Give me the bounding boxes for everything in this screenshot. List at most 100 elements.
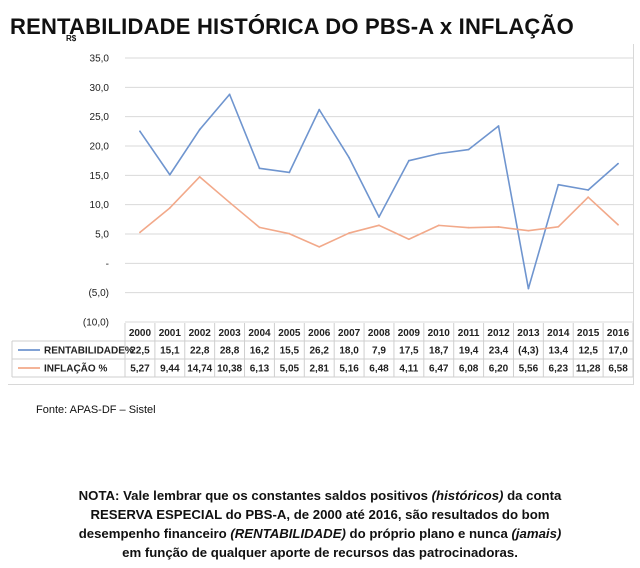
data-point-inflacao	[258, 226, 261, 229]
data-point-inflacao	[467, 226, 470, 229]
table-value-inflacao: 10,38	[217, 364, 242, 375]
table-value-rentabilidade: 22,8	[190, 346, 210, 357]
x-category-label: 2009	[398, 328, 421, 339]
data-point-inflacao	[378, 224, 380, 227]
x-category-label: 2010	[428, 328, 451, 339]
y-tick-label: 5,0	[95, 230, 109, 241]
y-tick-label: -	[106, 259, 109, 270]
data-point-rentabilidade	[617, 162, 619, 165]
note-emphasis-jamais: (jamais)	[511, 526, 562, 541]
data-point-rentabilidade	[527, 287, 530, 290]
data-point-rentabilidade	[557, 183, 560, 186]
note-line-1-end: da conta	[503, 488, 562, 503]
note-line-2: RESERVA ESPECIAL do PBS-A, de 2000 até 2…	[90, 507, 550, 522]
table-value-rentabilidade: 22,5	[130, 346, 150, 357]
data-point-inflacao	[168, 207, 171, 209]
table-value-rentabilidade: 15,5	[280, 346, 300, 357]
note-emphasis-rentabilidade: (RENTABILIDADE)	[230, 526, 346, 541]
x-category-label: 2008	[368, 328, 391, 339]
data-point-rentabilidade	[587, 189, 590, 191]
note-line-1: NOTA: Vale lembrar que os constantes sal…	[30, 486, 610, 505]
data-point-rentabilidade	[378, 216, 380, 218]
y-tick-label: 30,0	[90, 83, 110, 94]
data-point-inflacao	[587, 196, 590, 199]
y-tick-label: 15,0	[90, 171, 110, 182]
table-value-inflacao: 5,27	[130, 364, 150, 375]
table-value-rentabilidade: 16,2	[250, 346, 270, 357]
x-category-label: 2006	[308, 328, 331, 339]
note-line-4: em função de qualquer aporte de recursos…	[122, 545, 518, 560]
table-value-rentabilidade: 18,0	[339, 346, 359, 357]
data-point-inflacao	[617, 223, 619, 226]
note-lead: NOTA: Vale lembrar que os constantes sal…	[78, 488, 432, 503]
note-line-3: desempenho financeiro (RENTABILIDADE) do…	[30, 524, 610, 543]
y-tick-label: 10,0	[90, 200, 110, 211]
table-value-rentabilidade: 28,8	[220, 346, 240, 357]
note-line-3-mid: do próprio plano e nunca	[345, 526, 512, 541]
x-category-label: 2004	[248, 328, 271, 339]
x-category-label: 2001	[159, 328, 182, 339]
table-value-inflacao: 14,74	[187, 364, 212, 375]
table-value-rentabilidade: 13,4	[549, 346, 569, 357]
data-point-inflacao	[497, 226, 500, 228]
x-category-label: 2002	[189, 328, 212, 339]
table-value-rentabilidade: 15,1	[160, 346, 180, 357]
note-emphasis-historicos: (históricos)	[431, 488, 504, 503]
x-category-label: 2000	[129, 328, 152, 339]
data-point-rentabilidade	[437, 152, 440, 155]
table-value-inflacao: 6,47	[429, 364, 449, 375]
data-point-inflacao	[318, 245, 321, 248]
x-category-label: 2014	[547, 328, 570, 339]
data-point-rentabilidade	[228, 93, 231, 96]
table-value-inflacao: 2,81	[310, 364, 330, 375]
data-point-rentabilidade	[258, 167, 261, 170]
data-point-inflacao	[437, 224, 440, 227]
x-category-label: 2003	[218, 328, 241, 339]
table-value-inflacao: 5,56	[519, 364, 539, 375]
table-value-rentabilidade: 17,5	[399, 346, 419, 357]
table-value-inflacao: 6,20	[489, 364, 509, 375]
table-value-rentabilidade: 17,0	[608, 346, 628, 357]
data-point-rentabilidade	[467, 148, 470, 151]
table-value-inflacao: 4,11	[399, 364, 418, 375]
data-point-inflacao	[139, 231, 141, 234]
data-point-inflacao	[407, 238, 410, 241]
y-tick-label: (5,0)	[88, 288, 109, 299]
x-category-label: 2013	[517, 328, 540, 339]
table-value-inflacao: 5,05	[280, 364, 300, 375]
data-point-inflacao	[527, 229, 530, 232]
data-point-inflacao	[348, 232, 351, 234]
x-category-label: 2012	[487, 328, 510, 339]
table-value-rentabilidade: 23,4	[489, 346, 509, 357]
table-value-rentabilidade: 7,9	[372, 346, 386, 357]
note-line-3-start: desempenho financeiro	[78, 526, 231, 541]
table-value-rentabilidade: 26,2	[310, 346, 330, 357]
series-line-rentabilidade	[139, 93, 619, 290]
data-point-rentabilidade	[497, 125, 500, 127]
source-text: Fonte: APAS-DF – Sistel	[36, 404, 156, 416]
table-value-inflacao: 6,08	[459, 364, 479, 375]
table-value-rentabilidade: 12,5	[578, 346, 598, 357]
data-point-inflacao	[228, 201, 231, 204]
data-point-inflacao	[557, 225, 560, 228]
data-point-rentabilidade	[139, 130, 141, 133]
table-value-inflacao: 9,44	[160, 364, 180, 375]
table-value-inflacao: 6,48	[369, 364, 389, 375]
data-point-rentabilidade	[318, 108, 321, 111]
x-category-label: 2011	[458, 328, 480, 339]
chart-frame	[8, 44, 634, 385]
table-value-inflacao: 11,28	[576, 364, 601, 375]
y-tick-label: 20,0	[90, 142, 110, 153]
x-category-label: 2005	[278, 328, 301, 339]
table-value-inflacao: 6,23	[549, 364, 569, 375]
data-point-rentabilidade	[198, 128, 201, 131]
note-text: NOTA: Vale lembrar que os constantes sal…	[30, 486, 610, 562]
legend-label-inflacao: INFLAÇÃO %	[44, 362, 107, 375]
data-point-rentabilidade	[288, 171, 291, 174]
currency-unit-label: R$	[66, 34, 77, 43]
table-value-inflacao: 6,13	[250, 364, 270, 375]
data-point-rentabilidade	[348, 156, 351, 159]
y-tick-label: 25,0	[90, 112, 110, 123]
x-category-label: 2016	[607, 328, 630, 339]
line-chart: 35,0 30,0 25,0 20,0 15,0 10,0 5,0 - (5,0) (10,0) 2…	[11, 54, 634, 378]
